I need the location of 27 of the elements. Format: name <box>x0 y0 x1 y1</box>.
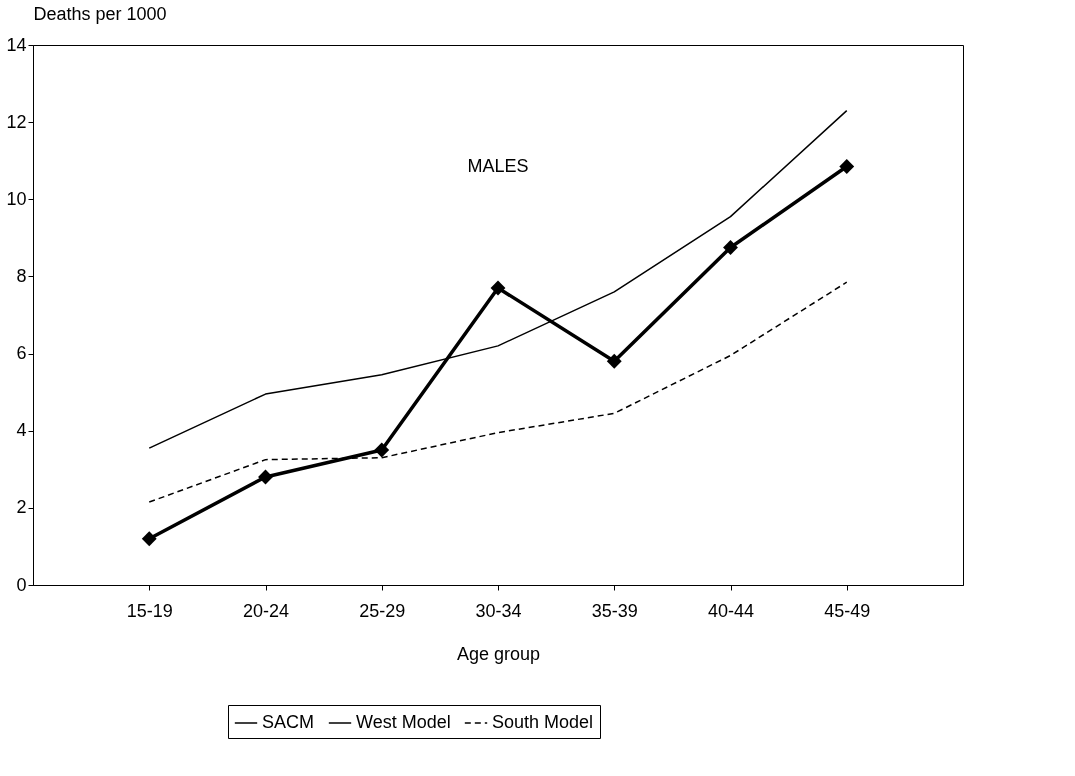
x-tick-label: 40-44 <box>707 600 755 621</box>
y-tick-label: 8 <box>16 265 27 286</box>
y-tick-label: 12 <box>6 111 27 132</box>
x-tick-label: 35-39 <box>591 600 638 621</box>
point <box>374 442 390 458</box>
x-tick-label: 15-19 <box>126 600 173 621</box>
y-axis-title: Deaths per 1000 <box>33 3 167 24</box>
y-tick-label: 6 <box>16 343 27 364</box>
legend-label: SACM <box>262 712 315 732</box>
x-axis-title: Age group <box>456 643 541 664</box>
point <box>606 353 622 369</box>
y-tick-label: 10 <box>6 188 27 209</box>
y-tick-label: 14 <box>6 34 27 55</box>
legend-label: South Model <box>492 712 594 732</box>
legend-label: West Model <box>356 712 451 732</box>
x-tick-label: 45-49 <box>824 600 871 621</box>
point <box>839 159 855 174</box>
annotation: MALES <box>467 155 529 176</box>
y-tick-label: 2 <box>16 497 27 518</box>
x-tick-label: 30-34 <box>475 600 522 621</box>
point <box>141 531 157 547</box>
y-tick-label: 4 <box>16 420 27 441</box>
point <box>490 280 506 296</box>
point <box>723 240 738 255</box>
x-tick-label: 20-24 <box>242 600 290 621</box>
x-tick-label: 25-29 <box>359 600 406 621</box>
y-tick-label: 0 <box>16 574 27 595</box>
